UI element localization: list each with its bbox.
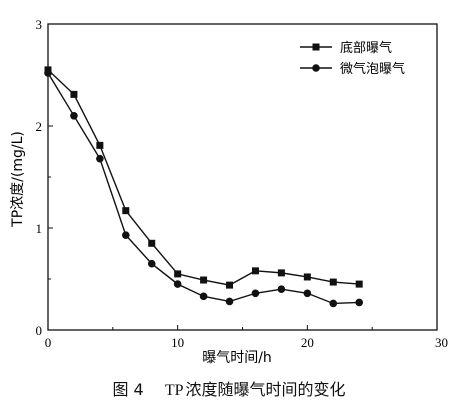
- series-2: [44, 69, 364, 308]
- legend-item-2: 微气泡曝气: [300, 61, 405, 77]
- axis-ticks: [47, 23, 438, 331]
- series-line: [47, 72, 360, 305]
- y-tick-label: 1: [36, 221, 43, 236]
- data-point-circle: [173, 280, 182, 288]
- data-point-circle: [199, 292, 208, 301]
- data-point-circle: [251, 289, 260, 298]
- figure-caption: 图 4 TP 浓度随曝气时间的变化: [0, 376, 458, 400]
- data-point-square: [329, 278, 337, 286]
- data-point-square: [122, 207, 130, 215]
- data-point-square: [96, 141, 104, 149]
- series-layer: [44, 66, 364, 308]
- data-point-circle: [44, 69, 52, 77]
- data-point-square: [303, 273, 311, 281]
- x-tick-label: 0: [45, 335, 52, 350]
- legend-item-1: 底部曝气: [300, 40, 392, 56]
- axis-tick-labels: 0 10 20 30 0 1 2 3: [36, 17, 449, 350]
- y-axis-label: TP浓度/(mg/L): [10, 131, 26, 228]
- y-tick-label: 3: [36, 17, 43, 32]
- legend-label: 底部曝气: [340, 40, 392, 56]
- data-point-square: [355, 280, 363, 288]
- data-point-square: [277, 269, 285, 277]
- data-point-circle: [225, 297, 234, 306]
- data-point-circle: [277, 285, 286, 294]
- y-tick-label: 2: [36, 119, 43, 134]
- figure-title: 浓度随曝气时间的变化: [185, 380, 346, 399]
- y-tick-label: 0: [36, 323, 43, 338]
- figure-title-prefix: TP: [164, 382, 184, 399]
- data-point-square: [200, 276, 208, 284]
- series-line: [47, 69, 360, 286]
- legend-marker-circle: [312, 64, 320, 72]
- data-point-square: [148, 239, 156, 247]
- x-axis-label: 曝气时间/h: [202, 350, 272, 366]
- data-point-circle: [96, 154, 104, 163]
- data-point-circle: [122, 231, 130, 239]
- data-point-circle: [70, 112, 78, 120]
- x-tick-label: 10: [171, 335, 184, 350]
- data-point-square: [251, 267, 259, 275]
- x-tick-label: 20: [301, 335, 314, 350]
- data-point-circle: [147, 259, 156, 268]
- legend-marker-square: [312, 43, 320, 51]
- data-point-square: [226, 281, 234, 289]
- data-point-square: [174, 270, 182, 278]
- data-point-circle: [303, 289, 312, 298]
- legend-label: 微气泡曝气: [340, 61, 405, 77]
- figure-number: 图 4: [112, 380, 144, 399]
- data-point-circle: [329, 299, 338, 308]
- data-point-square: [70, 90, 78, 98]
- series-1: [44, 66, 363, 289]
- x-tick-label: 30: [435, 335, 448, 350]
- data-point-circle: [355, 298, 364, 307]
